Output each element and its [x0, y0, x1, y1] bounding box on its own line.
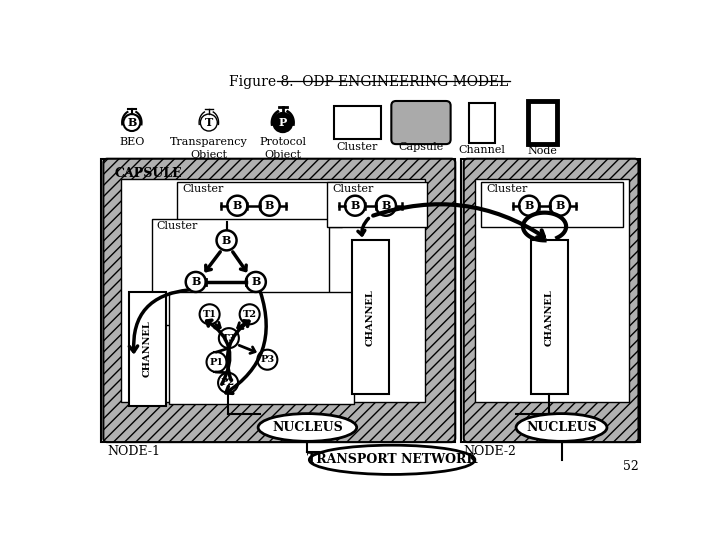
Circle shape [123, 114, 140, 131]
Text: 52: 52 [623, 460, 639, 473]
Circle shape [246, 272, 266, 292]
Text: CHANNEL: CHANNEL [143, 321, 152, 377]
FancyBboxPatch shape [392, 101, 451, 144]
Bar [469, 103, 495, 143]
Circle shape [199, 304, 220, 325]
Text: B: B [222, 235, 231, 246]
Bar [152, 219, 329, 325]
Text: CHANNEL: CHANNEL [544, 289, 554, 346]
Bar [528, 101, 557, 144]
Text: NODE-2: NODE-2 [463, 445, 516, 458]
FancyBboxPatch shape [464, 159, 639, 442]
Text: Cluster: Cluster [487, 184, 528, 194]
Bar [475, 179, 629, 402]
Bar [327, 182, 427, 226]
Text: B: B [191, 276, 200, 287]
Text: Figure 8.  ODP ENGINEERING MODEL: Figure 8. ODP ENGINEERING MODEL [229, 75, 509, 89]
Bar [481, 182, 623, 226]
Bar [334, 106, 381, 139]
Text: T2: T2 [243, 310, 256, 319]
Text: B: B [233, 200, 242, 211]
Text: B: B [251, 276, 261, 287]
Text: NODE-1: NODE-1 [107, 445, 160, 458]
Text: Transparency
Object: Transparency Object [170, 137, 248, 160]
Circle shape [376, 195, 396, 215]
Bar [121, 179, 426, 402]
Circle shape [240, 304, 260, 325]
Circle shape [219, 328, 239, 348]
Text: CAPSULE: CAPSULE [115, 167, 183, 180]
Bar [462, 159, 640, 442]
Bar [101, 159, 455, 442]
Text: B: B [555, 200, 564, 211]
Text: B: B [524, 200, 534, 211]
Ellipse shape [310, 445, 475, 475]
Text: TRANSPORT NETWORK: TRANSPORT NETWORK [307, 453, 477, 467]
Circle shape [519, 195, 539, 215]
Circle shape [257, 350, 277, 370]
Text: T1: T1 [202, 310, 217, 319]
FancyBboxPatch shape [104, 159, 455, 442]
Text: T: T [204, 117, 213, 128]
Text: CHANNEL: CHANNEL [366, 289, 375, 346]
Text: P1: P1 [210, 357, 223, 367]
Text: Cluster: Cluster [337, 142, 378, 152]
Text: Capsule: Capsule [399, 142, 444, 152]
Text: B: B [127, 117, 137, 128]
Text: Channel: Channel [458, 145, 505, 155]
Text: BEO: BEO [119, 137, 145, 147]
Circle shape [217, 231, 237, 251]
Circle shape [228, 195, 248, 215]
Text: P2: P2 [221, 379, 235, 387]
Circle shape [550, 195, 570, 215]
Ellipse shape [258, 414, 356, 441]
Circle shape [218, 373, 238, 393]
Text: Node: Node [527, 146, 557, 157]
Text: Cluster: Cluster [183, 184, 224, 194]
Text: NUCLEUS: NUCLEUS [272, 421, 343, 434]
Text: NUCLEUS: NUCLEUS [526, 421, 597, 434]
Text: Protocol
Object: Protocol Object [259, 137, 306, 160]
Bar [352, 240, 389, 394]
Circle shape [207, 352, 227, 372]
Text: B: B [382, 200, 391, 211]
Text: P: P [279, 117, 287, 128]
Text: B: B [351, 200, 360, 211]
Text: Cluster: Cluster [156, 221, 198, 231]
Text: Cluster: Cluster [333, 184, 374, 194]
Circle shape [260, 195, 279, 215]
Circle shape [200, 114, 217, 131]
Circle shape [186, 272, 206, 292]
Text: P3: P3 [261, 355, 274, 364]
Bar [168, 292, 354, 403]
Text: T3: T3 [222, 334, 236, 343]
Circle shape [274, 113, 292, 132]
Bar [531, 240, 567, 394]
Bar [129, 292, 166, 406]
Ellipse shape [516, 414, 607, 441]
Circle shape [345, 195, 365, 215]
Text: B: B [265, 200, 274, 211]
Bar [176, 182, 342, 226]
